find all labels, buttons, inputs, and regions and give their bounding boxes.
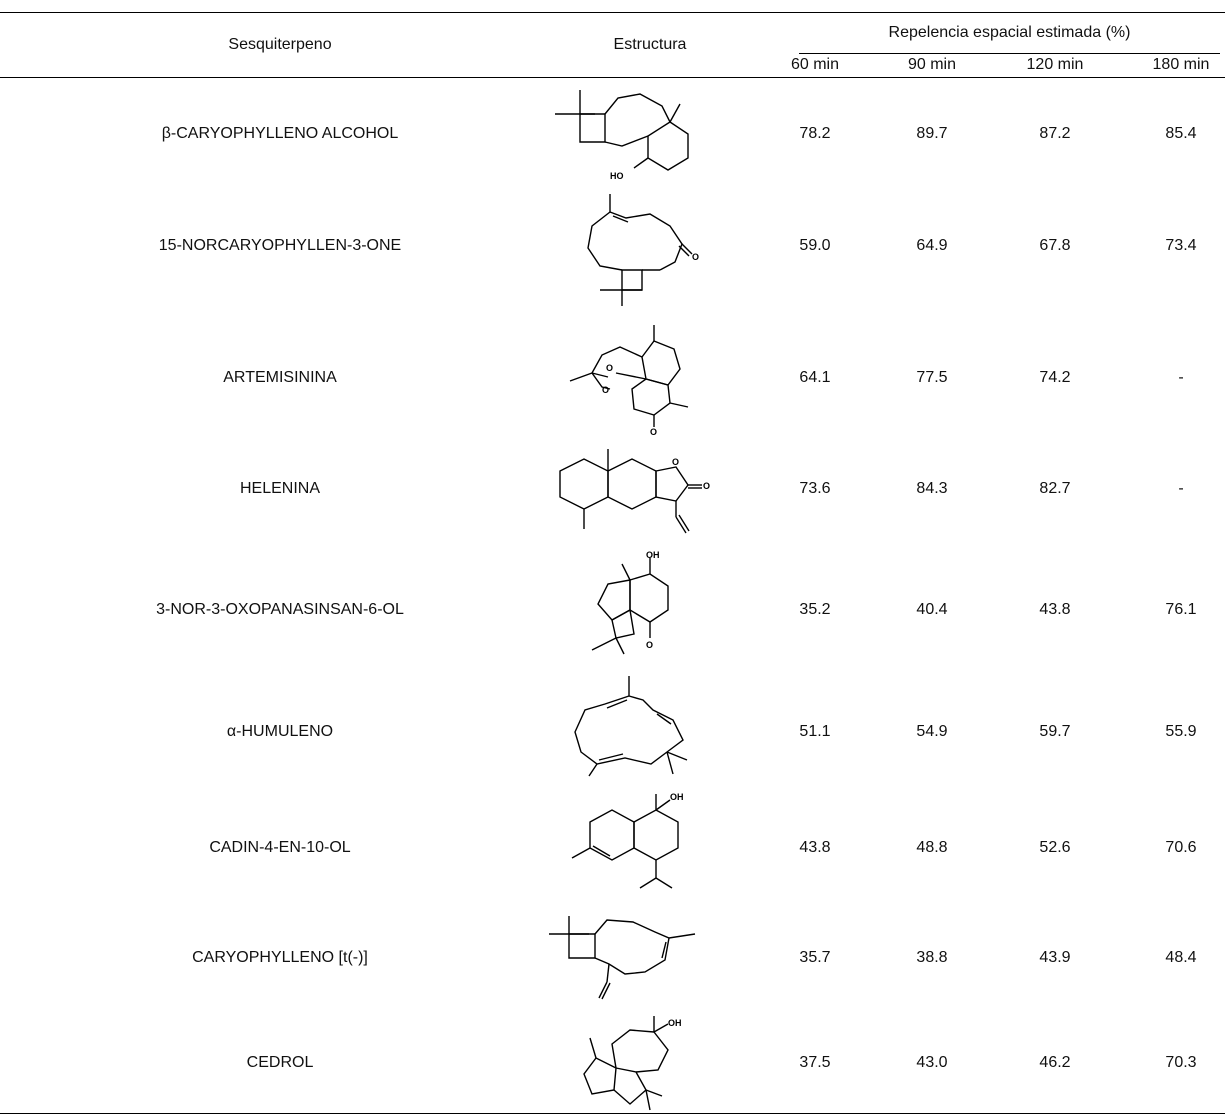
- table-row: CADIN-4-EN-10-OL OH 43.8 48.8 52.6 70.6: [0, 792, 1225, 904]
- value-180: 76.1: [1165, 601, 1197, 618]
- value-60: 73.6: [799, 480, 831, 497]
- atom-label: OH: [646, 550, 660, 560]
- caryophyllene-alcohol-structure: HO: [480, 78, 780, 190]
- value-90: 40.4: [916, 601, 948, 618]
- value-60: 43.8: [799, 839, 831, 856]
- value-90: 48.8: [916, 839, 948, 856]
- atom-label: OH: [668, 1018, 682, 1028]
- header-time-180: 180 min: [1152, 56, 1210, 73]
- value-90: 38.8: [916, 949, 948, 966]
- table-row: 3-NOR-3-OXOPANASINSAN-6-OL OH O 35.2 40.…: [0, 550, 1225, 666]
- atom-label: O: [606, 363, 613, 373]
- row-name: 3-NOR-3-OXOPANASINSAN-6-OL: [156, 601, 404, 618]
- value-90: 43.0: [916, 1054, 948, 1071]
- value-90: 54.9: [916, 723, 948, 740]
- cadinenol-structure: OH: [480, 792, 780, 904]
- oxopanasinsanol-structure: OH O: [480, 550, 780, 666]
- header-bottom-rule: [0, 77, 1225, 78]
- value-180: 70.3: [1165, 1054, 1197, 1071]
- humulene-structure: [480, 676, 780, 788]
- artemisinin-structure: O O O: [480, 322, 780, 437]
- row-name: CEDROL: [246, 1054, 314, 1071]
- table-row: β-CARYOPHYLLENO ALCOHOL HO 78.2 89.7 87.…: [0, 78, 1225, 190]
- value-180: 73.4: [1165, 237, 1197, 254]
- cedrol-structure: OH: [480, 1007, 780, 1119]
- atom-label: O: [672, 457, 679, 467]
- table-row: 15-NORCARYOPHYLLEN-3-ONE O 59.0 64.9 67.…: [0, 190, 1225, 306]
- value-120: 52.6: [1039, 839, 1071, 856]
- value-180: -: [1178, 369, 1184, 386]
- row-name: β-CARYOPHYLLENO ALCOHOL: [161, 125, 399, 142]
- value-60: 64.1: [799, 369, 831, 386]
- table-row: CARYOPHYLLENO [t(-)] 35.7 38.8 43.9 48.4: [0, 902, 1225, 1014]
- row-name: HELENINA: [239, 480, 321, 497]
- table-row: α-HUMULENO 51.1 54.9 59.7 55.9: [0, 676, 1225, 788]
- row-name: ARTEMISININA: [223, 369, 337, 386]
- value-120: 74.2: [1039, 369, 1071, 386]
- header-time-60: 60 min: [790, 56, 840, 73]
- value-60: 59.0: [799, 237, 831, 254]
- value-180: -: [1178, 480, 1184, 497]
- value-180: 85.4: [1165, 125, 1197, 142]
- value-120: 59.7: [1039, 723, 1071, 740]
- value-180: 70.6: [1165, 839, 1197, 856]
- value-60: 78.2: [799, 125, 831, 142]
- value-120: 46.2: [1039, 1054, 1071, 1071]
- caryophyllene-structure: [480, 902, 780, 1014]
- value-180: 55.9: [1165, 723, 1197, 740]
- value-120: 82.7: [1039, 480, 1071, 497]
- header-sesquiterpene: Sesquiterpeno: [228, 36, 332, 53]
- value-180: 48.4: [1165, 949, 1197, 966]
- norcaryophyllenone-structure: O: [480, 190, 780, 306]
- value-60: 35.7: [799, 949, 831, 966]
- value-90: 89.7: [916, 125, 948, 142]
- helenin-structure: O O: [480, 433, 780, 545]
- atom-label: OH: [670, 792, 684, 802]
- value-120: 43.8: [1039, 601, 1071, 618]
- header-time-120: 120 min: [1026, 56, 1084, 73]
- row-name: CARYOPHYLLENO [t(-)]: [192, 949, 368, 966]
- table-row: ARTEMISININA O O O 64.1 77.5 74.2 -: [0, 322, 1225, 437]
- row-name: CADIN-4-EN-10-OL: [209, 839, 351, 856]
- atom-label: O: [646, 640, 653, 650]
- value-90: 77.5: [916, 369, 948, 386]
- value-120: 43.9: [1039, 949, 1071, 966]
- value-120: 67.8: [1039, 237, 1071, 254]
- value-60: 35.2: [799, 601, 831, 618]
- table-row: CEDROL OH 37.5 43.0 46.2 70.3: [0, 1007, 1225, 1119]
- header-time-90: 90 min: [907, 56, 957, 73]
- atom-label: O: [650, 427, 657, 437]
- value-120: 87.2: [1039, 125, 1071, 142]
- header-repellency-group: Repelencia espacial estimada (%): [888, 24, 1131, 41]
- atom-label: HO: [610, 171, 624, 181]
- value-90: 84.3: [916, 480, 948, 497]
- value-60: 51.1: [799, 723, 831, 740]
- table-row: HELENINA O O 73.6 84.3 82.7 -: [0, 433, 1225, 545]
- row-name: α-HUMULENO: [226, 723, 334, 740]
- row-name: 15-NORCARYOPHYLLEN-3-ONE: [158, 237, 402, 254]
- value-60: 37.5: [799, 1054, 831, 1071]
- table-bottom-rule: [0, 1113, 1225, 1114]
- header-structure: Estructura: [613, 36, 687, 53]
- header-group-rule: [799, 53, 1220, 54]
- table-top-rule: [0, 12, 1225, 13]
- atom-label: O: [602, 385, 609, 395]
- atom-label: O: [703, 481, 710, 491]
- atom-label: O: [692, 252, 699, 262]
- value-90: 64.9: [916, 237, 948, 254]
